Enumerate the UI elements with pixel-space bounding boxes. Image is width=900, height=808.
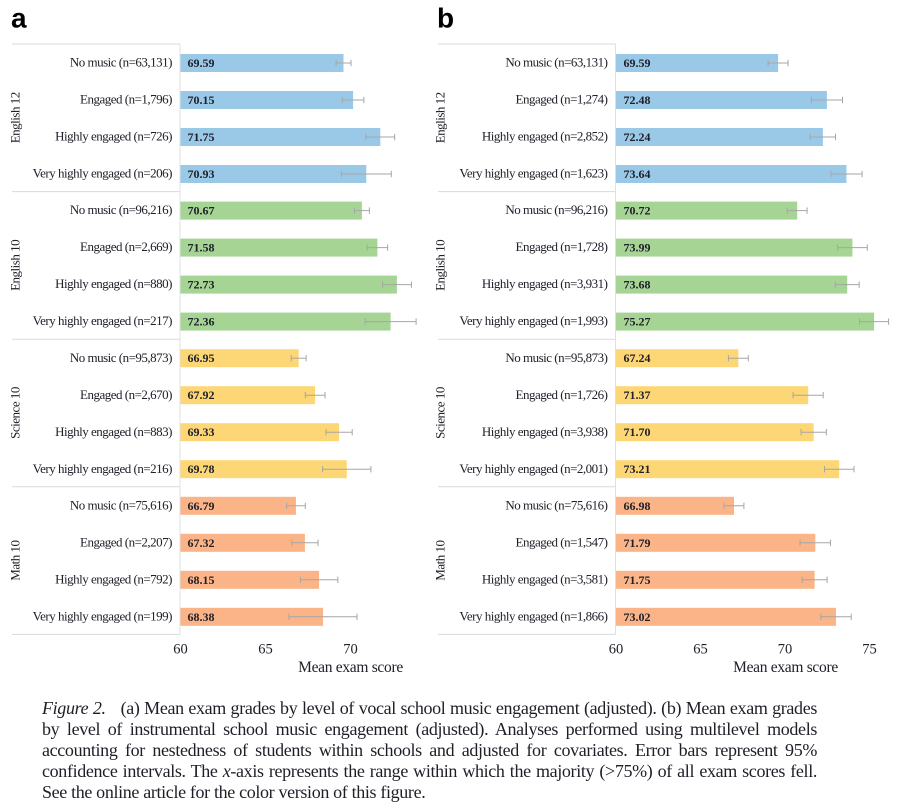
svg-text:71.79: 71.79	[624, 536, 651, 550]
svg-text:No music (n=95,873): No music (n=95,873)	[505, 350, 607, 365]
svg-text:71.37: 71.37	[624, 388, 651, 402]
svg-text:No music (n=63,131): No music (n=63,131)	[70, 55, 172, 70]
svg-text:68.38: 68.38	[188, 610, 215, 624]
svg-text:Very highly engaged (n=199): Very highly engaged (n=199)	[33, 608, 172, 623]
svg-text:70.15: 70.15	[188, 93, 215, 107]
svg-text:No music (n=96,216): No music (n=96,216)	[70, 202, 172, 217]
svg-text:Engaged (n=1,726): Engaged (n=1,726)	[516, 387, 608, 402]
svg-text:Math 10: Math 10	[8, 540, 23, 580]
svg-text:72.36: 72.36	[188, 315, 215, 329]
svg-text:72.73: 72.73	[188, 278, 215, 292]
svg-text:Math 10: Math 10	[433, 540, 448, 580]
svg-text:73.21: 73.21	[624, 462, 651, 476]
svg-text:Very highly engaged (n=1,993): Very highly engaged (n=1,993)	[459, 313, 607, 328]
svg-text:a: a	[11, 3, 27, 34]
svg-text:75.27: 75.27	[624, 315, 651, 329]
svg-text:70.93: 70.93	[188, 167, 215, 181]
svg-text:69.59: 69.59	[624, 56, 651, 70]
svg-text:60: 60	[609, 642, 624, 658]
svg-text:Mean exam score: Mean exam score	[733, 659, 838, 676]
svg-text:Engaged (n=2,670): Engaged (n=2,670)	[80, 387, 172, 402]
svg-text:No music (n=95,873): No music (n=95,873)	[70, 350, 172, 365]
svg-text:Highly engaged (n=883): Highly engaged (n=883)	[55, 424, 172, 439]
svg-text:73.68: 73.68	[624, 278, 651, 292]
svg-text:Engaged (n=1,796): Engaged (n=1,796)	[80, 92, 172, 107]
svg-text:No music (n=63,131): No music (n=63,131)	[505, 55, 607, 70]
svg-text:Very highly engaged (n=2,001): Very highly engaged (n=2,001)	[459, 461, 607, 476]
svg-text:Engaged (n=2,669): Engaged (n=2,669)	[80, 239, 172, 254]
svg-text:71.75: 71.75	[624, 573, 651, 587]
svg-text:English 10: English 10	[8, 240, 23, 291]
svg-text:b: b	[437, 3, 454, 34]
svg-text:Highly engaged (n=2,852): Highly engaged (n=2,852)	[482, 129, 608, 144]
svg-text:71.75: 71.75	[188, 130, 215, 144]
svg-text:67.92: 67.92	[188, 388, 215, 402]
svg-text:73.99: 73.99	[624, 241, 651, 255]
svg-text:Very highly engaged (n=1,866): Very highly engaged (n=1,866)	[459, 608, 607, 623]
svg-text:Highly engaged (n=3,931): Highly engaged (n=3,931)	[482, 276, 608, 291]
svg-text:70.72: 70.72	[624, 204, 651, 218]
svg-text:English 12: English 12	[433, 92, 448, 143]
svg-text:66.98: 66.98	[624, 499, 651, 513]
svg-text:Mean exam score: Mean exam score	[298, 659, 403, 676]
svg-text:67.24: 67.24	[624, 351, 651, 365]
svg-text:71.70: 71.70	[624, 425, 651, 439]
svg-text:Very highly engaged (n=1,623): Very highly engaged (n=1,623)	[459, 166, 607, 181]
svg-text:English 10: English 10	[433, 240, 448, 291]
svg-text:Highly engaged (n=3,581): Highly engaged (n=3,581)	[482, 571, 608, 586]
svg-text:Science 10: Science 10	[433, 387, 448, 439]
svg-text:75: 75	[862, 642, 877, 658]
svg-text:68.15: 68.15	[188, 573, 215, 587]
svg-text:Very highly engaged (n=206): Very highly engaged (n=206)	[33, 166, 172, 181]
svg-text:English 12: English 12	[8, 92, 23, 143]
svg-text:69.33: 69.33	[188, 425, 215, 439]
svg-text:Highly engaged (n=880): Highly engaged (n=880)	[55, 276, 172, 291]
svg-text:73.64: 73.64	[624, 167, 651, 181]
svg-text:Very highly engaged (n=217): Very highly engaged (n=217)	[33, 313, 172, 328]
svg-text:Engaged (n=1,547): Engaged (n=1,547)	[516, 534, 608, 549]
svg-text:No music (n=75,616): No music (n=75,616)	[70, 497, 172, 512]
svg-text:71.58: 71.58	[188, 241, 215, 255]
svg-text:66.79: 66.79	[188, 499, 215, 513]
svg-text:Engaged (n=1,274): Engaged (n=1,274)	[516, 92, 608, 107]
svg-text:Very highly engaged (n=216): Very highly engaged (n=216)	[33, 461, 172, 476]
svg-text:Science 10: Science 10	[8, 387, 23, 439]
svg-text:No music (n=75,616): No music (n=75,616)	[505, 497, 607, 512]
svg-text:70: 70	[343, 642, 358, 658]
svg-text:69.59: 69.59	[188, 56, 215, 70]
svg-text:70: 70	[778, 642, 793, 658]
svg-text:67.32: 67.32	[188, 536, 215, 550]
svg-text:70.67: 70.67	[188, 204, 215, 218]
svg-text:Engaged (n=1,728): Engaged (n=1,728)	[516, 239, 608, 254]
svg-text:72.48: 72.48	[624, 93, 651, 107]
svg-text:Highly engaged (n=792): Highly engaged (n=792)	[55, 571, 172, 586]
svg-text:Highly engaged (n=726): Highly engaged (n=726)	[55, 129, 172, 144]
svg-text:60: 60	[173, 642, 188, 658]
svg-text:72.24: 72.24	[624, 130, 651, 144]
svg-text:65: 65	[693, 642, 708, 658]
svg-text:66.95: 66.95	[188, 351, 215, 365]
svg-text:69.78: 69.78	[188, 462, 215, 476]
svg-text:65: 65	[258, 642, 273, 658]
svg-text:Engaged (n=2,207): Engaged (n=2,207)	[80, 534, 172, 549]
svg-text:73.02: 73.02	[624, 610, 651, 624]
svg-text:Highly engaged (n=3,938): Highly engaged (n=3,938)	[482, 424, 608, 439]
svg-text:No music (n=96,216): No music (n=96,216)	[505, 202, 607, 217]
